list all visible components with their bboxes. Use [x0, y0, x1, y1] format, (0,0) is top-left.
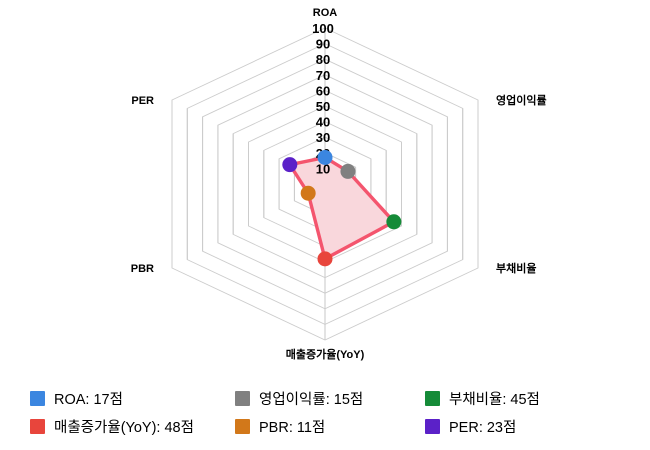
- legend-item-revenue-growth[interactable]: 매출증가율(YoY): 48점: [30, 412, 235, 440]
- legend-label-per: PER: 23점: [449, 419, 517, 436]
- legend-item-pbr[interactable]: PBR: 11점: [235, 412, 425, 440]
- legend-swatch-revenue-growth: [30, 418, 45, 434]
- radial-tick-10: 10: [316, 161, 330, 176]
- legend-swatch-per: [425, 418, 440, 434]
- axis-label-revenue-growth: 매출증가율(YoY): [286, 347, 365, 361]
- radial-tick-100: 100: [312, 21, 334, 36]
- axis-label-debt-ratio: 부채비율: [496, 261, 536, 275]
- radial-tick-30: 30: [316, 130, 330, 145]
- data-point-markers: [282, 149, 402, 267]
- marker-operating-margin: [340, 163, 356, 179]
- radial-tick-60: 60: [316, 83, 330, 98]
- legend-swatch-operating-margin: [235, 390, 250, 406]
- legend-label-pbr: PBR: 11점: [259, 419, 326, 436]
- axis-label-per: PER: [131, 95, 154, 107]
- legend-label-operating-margin: 영업이익률: 15점: [259, 391, 364, 408]
- radial-tick-90: 90: [316, 37, 330, 52]
- marker-per: [282, 157, 298, 173]
- legend-swatch-debt-ratio: [425, 390, 440, 406]
- axis-label-operating-margin: 영업이익률: [496, 93, 547, 107]
- radial-tick-80: 80: [316, 52, 330, 67]
- marker-debt-ratio: [386, 214, 402, 230]
- marker-pbr: [300, 185, 316, 201]
- legend-item-per[interactable]: PER: 23점: [425, 412, 630, 440]
- axis-label-pbr: PBR: [131, 263, 154, 275]
- legend-label-debt-ratio: 부채비율: 45점: [449, 391, 540, 408]
- legend-item-debt-ratio[interactable]: 부채비율: 45점: [425, 384, 630, 412]
- legend-swatch-pbr: [235, 418, 250, 434]
- marker-revenue-growth: [317, 251, 333, 267]
- axis-label-roa: ROA: [313, 7, 338, 19]
- marker-roa: [317, 149, 333, 165]
- legend-item-operating-margin[interactable]: 영업이익률: 15점: [235, 384, 425, 412]
- legend-swatch-roa: [30, 390, 45, 406]
- radial-tick-40: 40: [316, 115, 330, 130]
- chart-legend: ROA: 17점 영업이익률: 15점 부채비율: 45점 매출증가율(YoY)…: [30, 384, 630, 440]
- legend-label-revenue-growth: 매출증가율(YoY): 48점: [54, 419, 194, 436]
- legend-item-roa[interactable]: ROA: 17점: [30, 384, 235, 412]
- radial-tick-70: 70: [316, 68, 330, 83]
- radial-tick-labels: 102030405060708090100: [312, 21, 334, 176]
- radial-tick-50: 50: [316, 99, 330, 114]
- legend-label-roa: ROA: 17점: [54, 391, 123, 408]
